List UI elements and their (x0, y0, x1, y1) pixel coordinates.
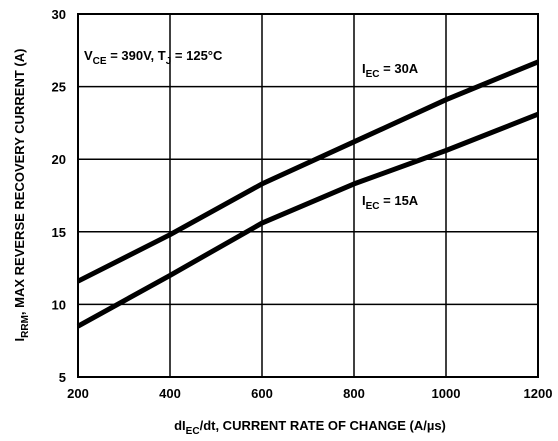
y-tick-label: 25 (52, 80, 66, 95)
series-label-30a: IEC = 30A (362, 61, 419, 80)
x-tick-label: 200 (67, 386, 89, 401)
y-tick-labels: 5 10 15 20 25 30 (52, 7, 66, 385)
y-tick-label: 10 (52, 297, 66, 312)
y-tick-label: 30 (52, 7, 66, 22)
y-tick-label: 15 (52, 225, 66, 240)
y-axis-label: IRRM, MAX REVERSE RECOVERY CURRENT (A) (12, 49, 31, 342)
x-axis-label: dIEC/dt, CURRENT RATE OF CHANGE (A/µs) (174, 418, 446, 437)
x-tick-label: 800 (343, 386, 365, 401)
x-tick-label: 1000 (432, 386, 461, 401)
series-line-15a (76, 111, 539, 329)
conditions-label: VCE = 390V, TJ = 125°C (84, 48, 223, 67)
series-line-30a (76, 59, 539, 284)
x-tick-labels: 200 400 600 800 1000 1200 (67, 386, 552, 401)
y-tick-label: 20 (52, 152, 66, 167)
series-label-15a: IEC = 15A (362, 193, 419, 212)
plot-frame (77, 13, 539, 378)
x-tick-label: 400 (159, 386, 181, 401)
vce-subscript: CE (93, 56, 107, 67)
x-tick-label: 1200 (524, 386, 553, 401)
grid (78, 14, 538, 377)
series-layer (76, 59, 539, 329)
y-tick-label: 5 (59, 370, 66, 385)
tj-subscript: J (166, 56, 172, 67)
x-tick-label: 600 (251, 386, 273, 401)
